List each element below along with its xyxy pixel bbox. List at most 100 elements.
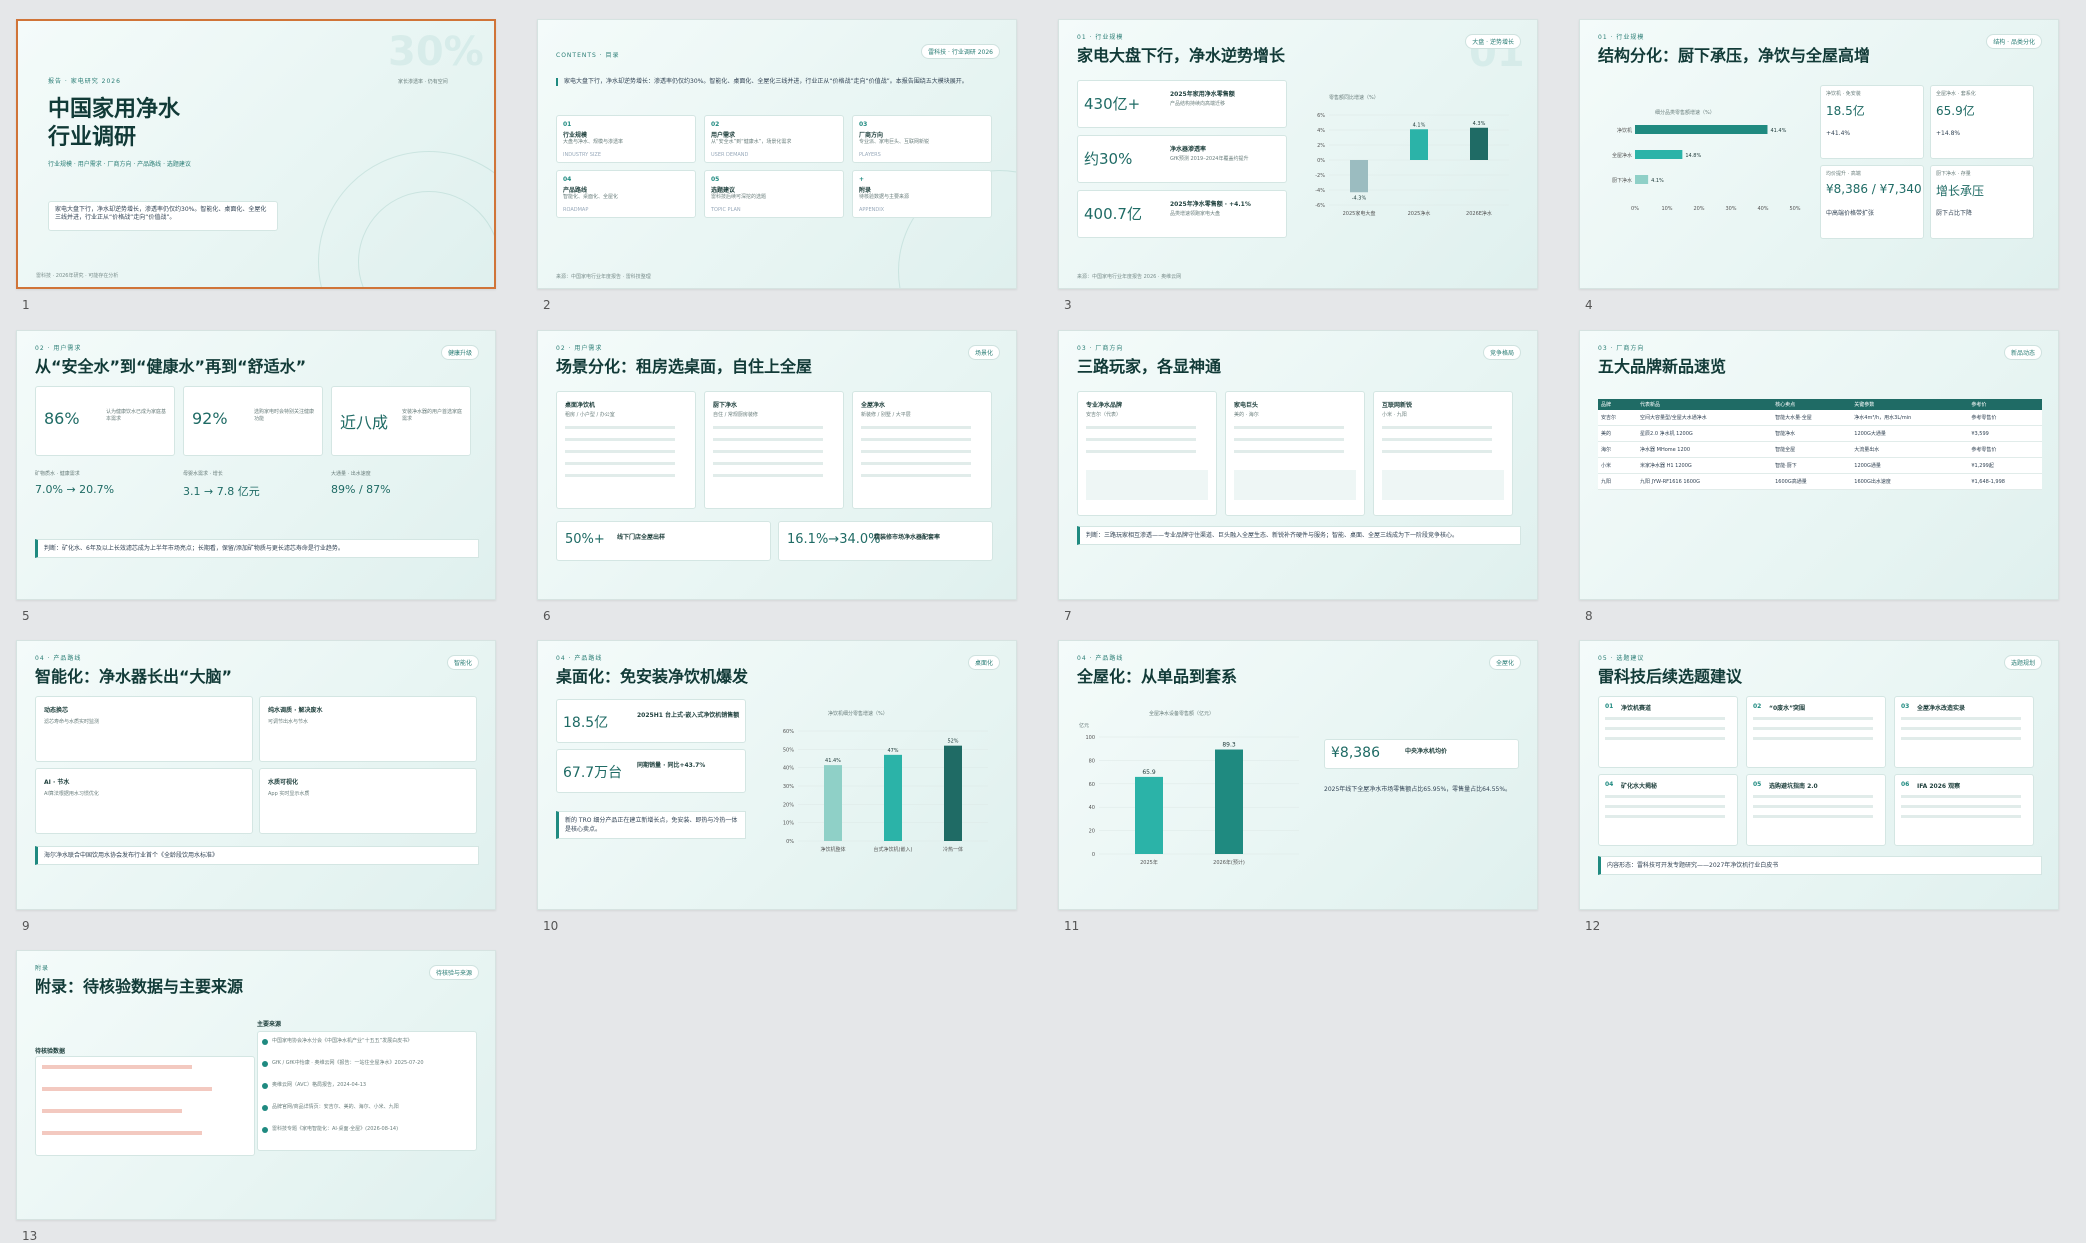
stat-value: 430亿+ (1084, 95, 1141, 113)
text-line (861, 438, 971, 441)
y-tick-label: -2% (1315, 173, 1325, 179)
thumbnail-5[interactable]: 02 · 用户需求 从“安全水”到“健康水”再到“舒适水” 健康升级 86% 认为… (16, 330, 496, 623)
x-tick-label: 20% (1693, 206, 1704, 212)
footer: 来源：中国家电行业年度报告 · 雷科技整理 (556, 274, 651, 280)
contents-item[interactable]: 02 用户需求 从“安全水”到“健康水”，场景化需求 USER DEMAND (704, 115, 844, 163)
thumbnail-4[interactable]: 01 · 行业规模 结构分化：厨下承压，净饮与全屋高增 结构 · 品类分化 细分… (1579, 19, 2059, 312)
footer: 雷科技 · 2026年研究 · 可能存在分析 (36, 273, 119, 279)
text-line (1605, 805, 1725, 808)
y-tick-label: 0 (1092, 852, 1095, 858)
slide-9[interactable]: 04 · 产品路线 智能化：净水器长出“大脑” 智能化 动态换芯 滤芯寿命与水质实… (16, 640, 496, 910)
source-item: 中国家电协会净水分会《中国净水机产业“十五五”发展白皮书》 (272, 1038, 413, 1044)
slide-3[interactable]: 01 01 · 行业规模 家电大盘下行，净水逆势增长 大盘 · 逆势增长 430… (1058, 19, 1538, 289)
slide-6[interactable]: 02 · 用户需求 场景分化：租房选桌面，自住上全屋 场景化 桌面净饮机 租房 /… (537, 330, 1017, 600)
item-title: 用户需求 (711, 132, 736, 139)
pending-card (35, 1056, 255, 1156)
topic-number: 03 (1901, 703, 1910, 710)
data-label: 47% (887, 748, 898, 754)
text-line (1901, 737, 2021, 740)
y-tick-label: 6% (1317, 113, 1325, 119)
topic-title: 选购避坑指南 2.0 (1769, 783, 1818, 790)
price-label: 中央净水机均价 (1405, 748, 1448, 755)
title-line2: 行业调研 (48, 125, 137, 150)
scenario-sub: 自住 / 常规厨房装修 (713, 412, 758, 418)
thumbnail-10[interactable]: 04 · 产品路线 桌面化：免安装净饮机爆发 桌面化 18.5亿 2025H1 台… (537, 640, 1017, 933)
player-sub: 小米 · 九阳 (1382, 412, 1407, 418)
topic-number: 05 (1753, 781, 1762, 788)
slide-10[interactable]: 04 · 产品路线 桌面化：免安装净饮机爆发 桌面化 18.5亿 2025H1 台… (537, 640, 1017, 910)
slide-8[interactable]: 03 · 厂商方向 五大品牌新品速览 新品动态 品牌 代表新品 核心卖点 关键参数 参考… (1579, 330, 2059, 600)
y-tick-label: 0% (786, 839, 794, 845)
bar (1215, 749, 1243, 854)
text-line (1901, 805, 2021, 808)
thumbnail-2[interactable]: CONTENTS · 目录 雷科技 · 行业调研 2026 家电大盘下行，净水却… (537, 19, 1017, 312)
text-line (1901, 727, 2021, 730)
tag: 大盘 · 逆势增长 (1465, 34, 1521, 49)
player-card: 家电巨头 美的 · 海尔 (1225, 391, 1365, 516)
table-cell: 空间大容量型/全屋大水通净水 (1637, 410, 1773, 426)
slide-2[interactable]: CONTENTS · 目录 雷科技 · 行业调研 2026 家电大盘下行，净水却… (537, 19, 1017, 289)
card-value: ¥8,386 / ¥7,340 (1826, 182, 1922, 196)
slide-title: 结构分化：厨下承压，净饮与全屋高增 (1598, 46, 1871, 65)
item-desc: 智能化、桌面化、全屋化 (563, 194, 619, 200)
thumbnail-6[interactable]: 02 · 用户需求 场景分化：租房选桌面，自住上全屋 场景化 桌面净饮机 租房 /… (537, 330, 1017, 623)
slide-1[interactable]: 30% 家长渗透率 · 仍有空间 报告 · 家电研究 2026 中国家用净水 行… (16, 19, 496, 289)
data-label: 14.8% (1685, 153, 1701, 159)
thumbnail-12[interactable]: 05 · 选题建议 雷科技后续选题建议 选题规划 01 净饮机赛道 02 “0废水”突… (1579, 640, 2059, 933)
text-line (1901, 717, 2021, 720)
feature-title: 动态换芯 (44, 707, 69, 714)
text-line (1382, 438, 1492, 441)
scenario-card: 厨下净水 自住 / 常规厨房装修 (704, 391, 844, 509)
slide-number: 13 (22, 1229, 38, 1243)
slide-12[interactable]: 05 · 选题建议 雷科技后续选题建议 选题规划 01 净饮机赛道 02 “0废水”突… (1579, 640, 2059, 910)
y-tick-label: -4% (1315, 188, 1325, 194)
contents-item[interactable]: + 附录 待核验数据与主要来源 APPENDIX (852, 170, 992, 218)
data-label: 4.1% (1651, 178, 1664, 184)
contents-item[interactable]: 04 产品路线 智能化、桌面化、全屋化 ROADMAP (556, 170, 696, 218)
kicker: 03 · 厂商方向 (1598, 345, 1645, 352)
slide-7[interactable]: 03 · 厂商方向 三路玩家，各显神通 竞争格局 专业净水品牌 安吉尔（代表） 家电… (1058, 330, 1538, 600)
contents-item[interactable]: 03 厂商方向 专业派、家电巨头、互联网新锐 PLAYERS (852, 115, 992, 163)
text-line (1753, 717, 1873, 720)
text-line (1086, 450, 1196, 453)
thumbnail-1[interactable]: 30% 家长渗透率 · 仍有空间 报告 · 家电研究 2026 中国家用净水 行… (16, 19, 496, 312)
y-category-label: 全屋净水 (1612, 152, 1632, 159)
chart-unit: 亿元 (1079, 723, 1090, 729)
card-heading: 净饮机 · 免安装 (1826, 91, 1861, 97)
card-desc: 中高端价格带扩张 (1826, 210, 1875, 217)
thumbnail-3[interactable]: 01 01 · 行业规模 家电大盘下行，净水逆势增长 大盘 · 逆势增长 430… (1058, 19, 1538, 312)
table-cell: 1600G出水速度 (1851, 473, 1969, 490)
feature-card: 纯水调质 · 解决废水 可调节出水与节水 (259, 696, 477, 762)
topic-title: “0废水”突围 (1769, 705, 1806, 712)
scenario-title: 桌面净饮机 (565, 402, 596, 409)
table-cell: 九阳 (1598, 473, 1638, 490)
text-line (1753, 805, 1873, 808)
text-line (1382, 426, 1492, 429)
y-category-label: 净饮机 (1617, 127, 1632, 134)
item-number: 05 (711, 176, 720, 183)
thumbnail-11[interactable]: 04 · 产品路线 全屋化：从单品到套系 全屋化 全屋净水设备零售额（亿元） 亿… (1058, 640, 1538, 933)
contents-item[interactable]: 01 行业规模 大盘与净水、规模与渗透率 INDUSTRY SIZE (556, 115, 696, 163)
bar (1635, 150, 1683, 159)
card-desc: +41.4% (1826, 130, 1851, 137)
data-label: 4.1% (1413, 122, 1426, 128)
x-tick-label: 50% (1789, 206, 1800, 212)
slide-11[interactable]: 04 · 产品路线 全屋化：从单品到套系 全屋化 全屋净水设备零售额（亿元） 亿… (1058, 640, 1538, 910)
x-tick-label: 台式净饮机(嵌入) (874, 846, 913, 853)
slide-5[interactable]: 02 · 用户需求 从“安全水”到“健康水”再到“舒适水” 健康升级 86% 认为… (16, 330, 496, 600)
watermark-sub: 家长渗透率 · 仍有空间 (398, 79, 448, 85)
contents-item[interactable]: 05 选题建议 雷科技后续可深挖的选题 TOPIC PLAN (704, 170, 844, 218)
thumbnail-13[interactable]: 附录 附录：待核验数据与主要来源 待核验与来源 待核验数据 主要来源 中国家电协… (16, 950, 496, 1243)
thumbnail-9[interactable]: 04 · 产品路线 智能化：净水器长出“大脑” 智能化 动态换芯 滤芯寿命与水质实… (16, 640, 496, 933)
stat-value: 86% (44, 409, 80, 428)
bullet-icon (262, 1061, 268, 1067)
slide-4[interactable]: 01 · 行业规模 结构分化：厨下承压，净饮与全屋高增 结构 · 品类分化 细分… (1579, 19, 2059, 289)
slide-13[interactable]: 附录 附录：待核验数据与主要来源 待核验与来源 待核验数据 主要来源 中国家电协… (16, 950, 496, 1220)
topic-card: 06 IFA 2026 观察 (1894, 774, 2034, 846)
stat-desc: GfK预测 2019–2024年覆盖约提升 (1170, 156, 1249, 162)
sub-value: 89% / 87% (331, 483, 391, 496)
thumbnail-8[interactable]: 03 · 厂商方向 五大品牌新品速览 新品动态 品牌 代表新品 核心卖点 关键参数 参考… (1579, 330, 2059, 623)
source-item: GfK / GfK中怡康 · 奥维云网《报告：一站住全屋净水》2025-07-2… (272, 1060, 424, 1066)
thumbnail-7[interactable]: 03 · 厂商方向 三路玩家，各显神通 竞争格局 专业净水品牌 安吉尔（代表） 家电… (1058, 330, 1538, 623)
stat-card: 均价提升 · 高端 ¥8,386 / ¥7,340 中高端价格带扩张 (1820, 165, 1924, 239)
